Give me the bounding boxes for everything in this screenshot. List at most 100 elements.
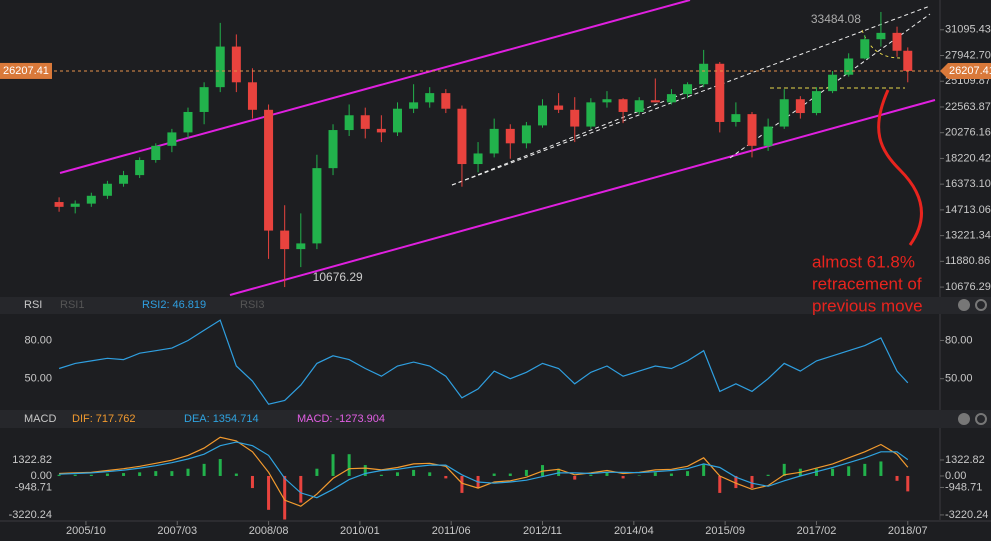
y-tick-label: 50.00 xyxy=(24,373,52,385)
freehand-arrow xyxy=(877,89,923,246)
histogram-bar xyxy=(186,468,190,476)
candle-body xyxy=(892,32,902,51)
candle-body xyxy=(650,100,660,103)
candle-body xyxy=(554,105,564,110)
panel-label: MACD xyxy=(24,413,56,425)
candle-body xyxy=(779,99,789,127)
legend-inactive: RSI3 xyxy=(240,299,264,311)
candle-body xyxy=(70,203,80,207)
histogram-bar xyxy=(734,475,738,489)
histogram-bar xyxy=(138,472,142,476)
histogram-bar xyxy=(283,475,287,520)
y-tick-label: 18220.42 xyxy=(945,152,991,164)
channel-lower xyxy=(229,99,936,296)
close-icon[interactable] xyxy=(958,299,970,311)
x-tick-label: 2010/01 xyxy=(340,525,380,537)
histogram-bar xyxy=(669,473,673,476)
histogram-bar xyxy=(234,473,238,476)
x-tick-label: 2008/08 xyxy=(249,525,289,537)
candle-body xyxy=(86,195,96,204)
candle-body xyxy=(473,153,483,165)
y-tick-label: 14713.06 xyxy=(945,204,991,216)
legend-entry: DIF: 717.762 xyxy=(72,413,136,425)
candle-body xyxy=(876,32,886,40)
histogram-bar xyxy=(863,463,867,476)
y-tick-label: 11880.86 xyxy=(945,255,990,267)
candle-body xyxy=(844,58,854,75)
histogram-bar xyxy=(492,473,496,476)
candle-body xyxy=(392,108,402,133)
histogram-bar xyxy=(605,472,609,476)
panel-label: RSI xyxy=(24,299,42,311)
candle-body xyxy=(296,243,306,250)
x-tick-label: 2018/07 xyxy=(888,525,928,537)
candle-body xyxy=(312,168,322,244)
histogram-bar xyxy=(412,469,416,476)
candle-body xyxy=(425,93,435,103)
y-tick-label: 10676.29 xyxy=(945,281,991,293)
histogram-bar xyxy=(621,475,625,479)
histogram-bar xyxy=(218,459,222,476)
trend-dashed xyxy=(451,5,931,186)
histogram-bar xyxy=(702,463,706,476)
histogram-bar xyxy=(879,461,883,476)
candle-body xyxy=(457,108,467,165)
last-price-box xyxy=(0,62,52,79)
candle-body xyxy=(280,230,290,250)
histogram-bar xyxy=(895,475,899,481)
x-tick-label: 2017/02 xyxy=(797,525,837,537)
candle-body xyxy=(666,94,676,103)
histogram-bar xyxy=(202,463,206,476)
histogram-bar xyxy=(573,475,577,480)
candle-body xyxy=(231,46,241,83)
histogram-bar xyxy=(363,465,367,476)
candle-body xyxy=(344,115,354,131)
x-tick-label: 2015/09 xyxy=(705,525,745,537)
histogram-bar xyxy=(589,474,593,476)
candle-body xyxy=(505,128,515,144)
candle-body xyxy=(634,100,644,112)
candle-body xyxy=(618,99,628,112)
candle-body xyxy=(860,39,870,59)
histogram-bar xyxy=(379,474,383,476)
y-tick-label: 0.00 xyxy=(31,470,52,482)
macd-header xyxy=(0,410,991,428)
legend-value: 46.819 xyxy=(173,299,207,311)
y-tick-label: -948.71 xyxy=(945,481,982,493)
x-tick-label: 2011/06 xyxy=(432,525,471,537)
candle-body xyxy=(715,63,725,122)
histogram-bar xyxy=(89,474,93,476)
y-tick-label: 80.00 xyxy=(24,334,52,346)
series-line xyxy=(59,441,909,499)
x-tick-label: 2014/04 xyxy=(614,525,654,537)
candle-body xyxy=(441,93,451,109)
histogram-bar xyxy=(524,469,528,476)
candle-body xyxy=(795,99,805,114)
close-icon[interactable] xyxy=(958,413,970,425)
y-tick-label: 31095.43 xyxy=(945,24,991,36)
settings-icon[interactable] xyxy=(975,299,987,311)
channel-upper xyxy=(59,0,691,174)
annotation: almost 61.8% xyxy=(812,252,915,271)
y-tick-label: 16373.10 xyxy=(945,178,991,190)
legend-name: MACD: xyxy=(297,413,332,425)
candle-body xyxy=(167,132,177,146)
y-tick-label: -3220.24 xyxy=(945,509,988,521)
legend-entry: MACD: -1273.904 xyxy=(297,413,385,425)
settings-icon[interactable] xyxy=(975,413,987,425)
low-label: 10676.29 xyxy=(313,270,363,284)
candle-body xyxy=(903,50,913,71)
legend-value: 717.762 xyxy=(96,413,136,425)
drawings xyxy=(59,0,936,296)
fib-arc xyxy=(861,29,901,59)
last-price-box xyxy=(940,62,991,79)
legend-value: -1273.904 xyxy=(335,413,385,425)
panel-icons[interactable] xyxy=(958,299,987,425)
y-tick-label: 20276.16 xyxy=(945,127,991,139)
candle-body xyxy=(54,202,64,207)
candle-body xyxy=(264,109,274,231)
histogram-bar xyxy=(831,468,835,476)
histogram-bar xyxy=(154,471,158,476)
legend-name: DIF: xyxy=(72,413,93,425)
candle-body xyxy=(199,87,209,112)
